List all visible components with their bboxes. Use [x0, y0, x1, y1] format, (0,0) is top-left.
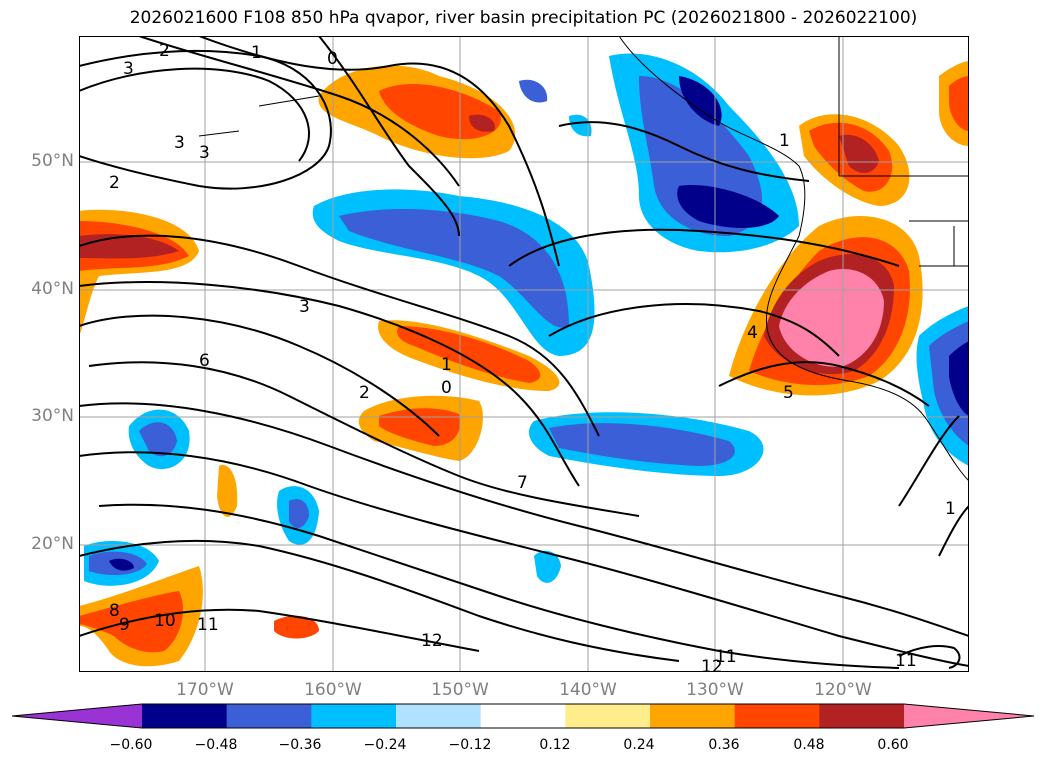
contour-label: 2 [109, 173, 120, 193]
colorbar [12, 703, 1035, 729]
colorbar-tick: 0.48 [793, 737, 825, 753]
lon-label-150w: 150°W [431, 680, 489, 700]
colorbar-segment [650, 704, 736, 728]
colorbar-tick: 0.60 [877, 737, 909, 753]
colorbar-segment [12, 704, 142, 728]
contour-label: 1 [779, 131, 790, 151]
lon-label-170w: 170°W [176, 680, 234, 700]
colorbar-segment [904, 704, 1034, 728]
lon-label-140w: 140°W [559, 680, 617, 700]
colorbar-segment [311, 704, 397, 728]
map-frame [79, 36, 969, 672]
contour-label: 0 [327, 49, 338, 69]
colorbar-segment [734, 704, 820, 728]
contour-labels: 2 1 0 3 3 3 2 1 3 6 2 1 0 4 5 7 8 9 10 1… [109, 41, 956, 672]
contour-label: 1 [945, 499, 956, 519]
colorbar-tick: 0.12 [539, 737, 571, 753]
contour-label: 6 [199, 351, 210, 371]
contour-label: 2 [359, 383, 370, 403]
contour-label: 4 [747, 323, 758, 343]
contour-label: 10 [154, 611, 176, 631]
contour-label: 5 [783, 383, 794, 403]
colorbar-tick: −0.48 [194, 737, 238, 753]
colorbar-tick: −0.36 [278, 737, 322, 753]
contour-label: 3 [174, 133, 185, 153]
contour-label: 3 [299, 297, 310, 317]
contour-label: 1 [251, 43, 262, 63]
contour-label: 9 [119, 615, 130, 635]
colorbar-segment [480, 704, 566, 728]
lon-label-120w: 120°W [814, 680, 872, 700]
lat-label-20n: 20°N [31, 534, 74, 554]
colorbar-tick: 0.24 [623, 737, 655, 753]
contour-label: 3 [123, 59, 134, 79]
colorbar-tick: 0.36 [708, 737, 740, 753]
colorbar-tick: −0.12 [448, 737, 492, 753]
colorbar-segment [396, 704, 482, 728]
colorbar-segment [142, 704, 228, 728]
lat-label-40n: 40°N [31, 279, 74, 299]
map-panel[interactable]: 2 1 0 3 3 3 2 1 3 6 2 1 0 4 5 7 8 9 10 1… [79, 36, 969, 672]
colorbar-tick: −0.60 [109, 737, 153, 753]
contour-label: 8 [109, 601, 120, 621]
contour-label: 0 [441, 378, 452, 398]
contour-label: 11 [197, 615, 219, 635]
colorbar-segment [226, 704, 312, 728]
contours [79, 36, 969, 669]
colorbar-tick: −0.24 [363, 737, 407, 753]
chart-title: 2026021600 F108 850 hPa qvapor, river ba… [129, 8, 918, 28]
contour-label: 1 [441, 355, 452, 375]
lat-label-50n: 50°N [31, 151, 74, 171]
contour-label: 11 [895, 651, 917, 671]
contour-label: 12 [421, 631, 443, 651]
contour-label: 7 [517, 473, 528, 493]
lat-label-30n: 30°N [31, 406, 74, 426]
contour-label: 12 [701, 657, 723, 672]
contour-label: 11 [715, 647, 737, 667]
lon-label-160w: 160°W [304, 680, 362, 700]
lon-label-130w: 130°W [686, 680, 744, 700]
contour-label: 2 [159, 41, 170, 61]
coastlines [198, 36, 969, 482]
colorbar-segment [565, 704, 651, 728]
contour-label: 3 [199, 143, 210, 163]
colorbar-segment [819, 704, 905, 728]
